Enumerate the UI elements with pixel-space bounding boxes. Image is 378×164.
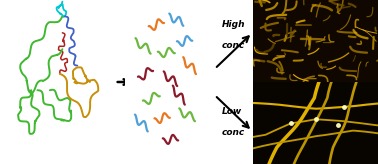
Text: Low: Low xyxy=(222,107,242,116)
Text: conc: conc xyxy=(222,41,245,50)
Text: conc: conc xyxy=(222,128,245,137)
Text: High: High xyxy=(222,20,245,29)
